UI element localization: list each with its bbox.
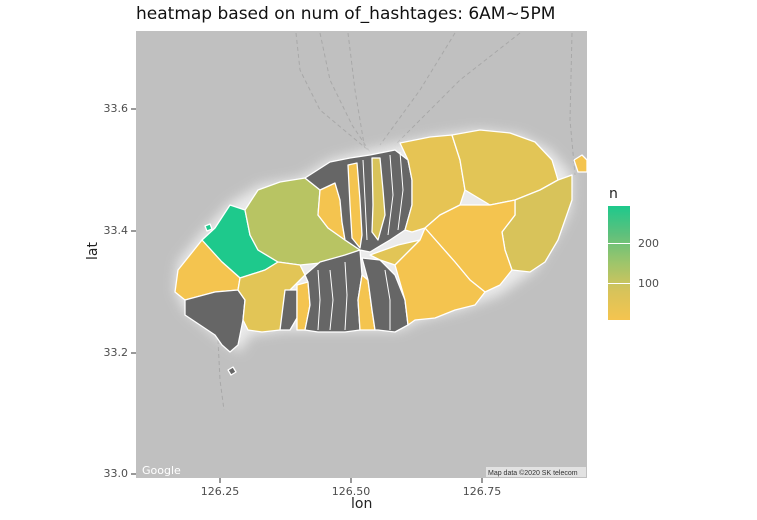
y-tick-label: 33.4 bbox=[103, 224, 129, 237]
region-seogwipo-center bbox=[361, 257, 409, 333]
region-jeju-east-strip bbox=[371, 157, 386, 241]
region-daejeong bbox=[184, 289, 246, 353]
ferry-route bbox=[295, 32, 369, 151]
ferry-route bbox=[347, 32, 366, 151]
map-attribution: Map data ©2020 SK telecom bbox=[488, 469, 578, 477]
google-logo: Google bbox=[142, 464, 181, 477]
ferry-route bbox=[379, 32, 456, 146]
region-islet-sw bbox=[227, 366, 237, 376]
color-legend: n 200 100 bbox=[606, 186, 686, 336]
y-tick-label: 33.0 bbox=[103, 467, 129, 480]
plot-title: heatmap based on num of_hashtages: 6AM~5… bbox=[136, 4, 556, 24]
regions bbox=[174, 129, 588, 376]
ferry-routes bbox=[217, 32, 576, 411]
y-axis-title: lat bbox=[84, 242, 101, 260]
legend-colorbar bbox=[608, 206, 630, 320]
region-namwon bbox=[394, 227, 486, 326]
legend-title: n bbox=[609, 186, 618, 202]
region-sagye bbox=[279, 289, 298, 331]
region-jeju-yellow-strip bbox=[347, 162, 363, 249]
x-tick-label: 126.50 bbox=[331, 485, 371, 498]
legend-label: 200 bbox=[638, 237, 659, 250]
x-tick-label: 126.75 bbox=[462, 485, 502, 498]
ferry-route bbox=[569, 32, 576, 176]
legend-tick bbox=[608, 243, 630, 244]
x-tick-label: 126.25 bbox=[200, 485, 240, 498]
x-axis-title: lon bbox=[351, 496, 373, 512]
y-tick-label: 33.2 bbox=[103, 346, 129, 359]
region-islet-w bbox=[204, 223, 213, 232]
ferry-route bbox=[319, 32, 371, 153]
y-tick-label: 33.6 bbox=[103, 102, 129, 115]
legend-label: 100 bbox=[638, 277, 659, 290]
region-udo bbox=[573, 154, 588, 173]
district-boundaries bbox=[317, 151, 404, 331]
legend-tick bbox=[608, 283, 630, 284]
